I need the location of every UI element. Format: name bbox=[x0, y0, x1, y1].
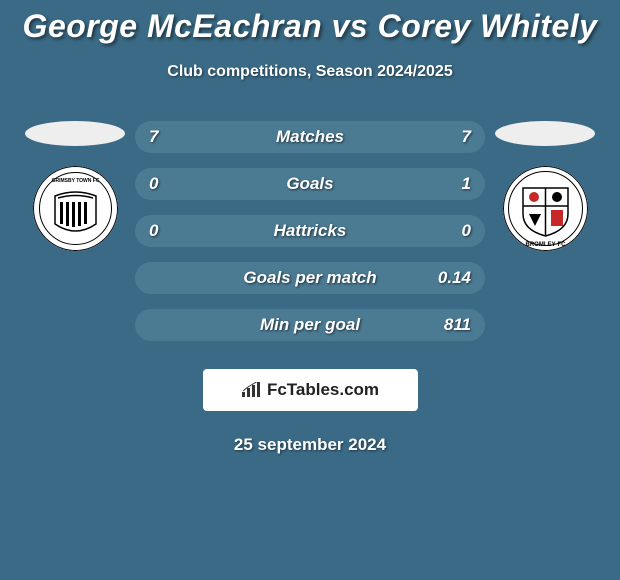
stat-left-value: 0 bbox=[149, 174, 189, 194]
left-side: GRIMSBY TOWN FC bbox=[25, 121, 125, 251]
logo-text: FcTables.com bbox=[267, 380, 379, 400]
stat-row-goals: 0 Goals 1 bbox=[135, 168, 485, 200]
stat-label: Min per goal bbox=[260, 315, 360, 335]
stat-label: Hattricks bbox=[274, 221, 347, 241]
svg-text:GRIMSBY TOWN FC: GRIMSBY TOWN FC bbox=[51, 178, 99, 184]
page-title: George McEachran vs Corey Whitely bbox=[0, 8, 620, 45]
right-side: BROMLEY·FC bbox=[495, 121, 595, 251]
svg-text:BROMLEY·FC: BROMLEY·FC bbox=[525, 242, 566, 248]
left-club-crest: GRIMSBY TOWN FC bbox=[33, 166, 118, 251]
stat-left-value: 7 bbox=[149, 127, 189, 147]
stat-label: Goals bbox=[286, 174, 333, 194]
stats-column: 7 Matches 7 0 Goals 1 0 Hattricks 0 Goal… bbox=[135, 121, 485, 341]
chart-icon bbox=[241, 382, 261, 398]
main-container: George McEachran vs Corey Whitely Club c… bbox=[0, 0, 620, 455]
date-text: 25 september 2024 bbox=[0, 435, 620, 455]
stat-right-value: 0.14 bbox=[431, 268, 471, 288]
stat-right-value: 0 bbox=[431, 221, 471, 241]
stat-right-value: 7 bbox=[431, 127, 471, 147]
stat-label: Goals per match bbox=[243, 268, 376, 288]
stat-row-hattricks: 0 Hattricks 0 bbox=[135, 215, 485, 247]
right-flag bbox=[495, 121, 595, 146]
left-flag bbox=[25, 121, 125, 146]
content-row: GRIMSBY TOWN FC 7 Matches 7 0 Goals 1 0 … bbox=[0, 121, 620, 341]
stat-row-min-per-goal: Min per goal 811 bbox=[135, 309, 485, 341]
stat-label: Matches bbox=[276, 127, 344, 147]
stat-row-matches: 7 Matches 7 bbox=[135, 121, 485, 153]
stat-right-value: 1 bbox=[431, 174, 471, 194]
stat-row-goals-per-match: Goals per match 0.14 bbox=[135, 262, 485, 294]
stat-left-value: 0 bbox=[149, 221, 189, 241]
fctables-logo[interactable]: FcTables.com bbox=[203, 369, 418, 411]
subtitle: Club competitions, Season 2024/2025 bbox=[0, 63, 620, 81]
right-club-crest: BROMLEY·FC bbox=[503, 166, 588, 251]
stat-right-value: 811 bbox=[431, 315, 471, 335]
